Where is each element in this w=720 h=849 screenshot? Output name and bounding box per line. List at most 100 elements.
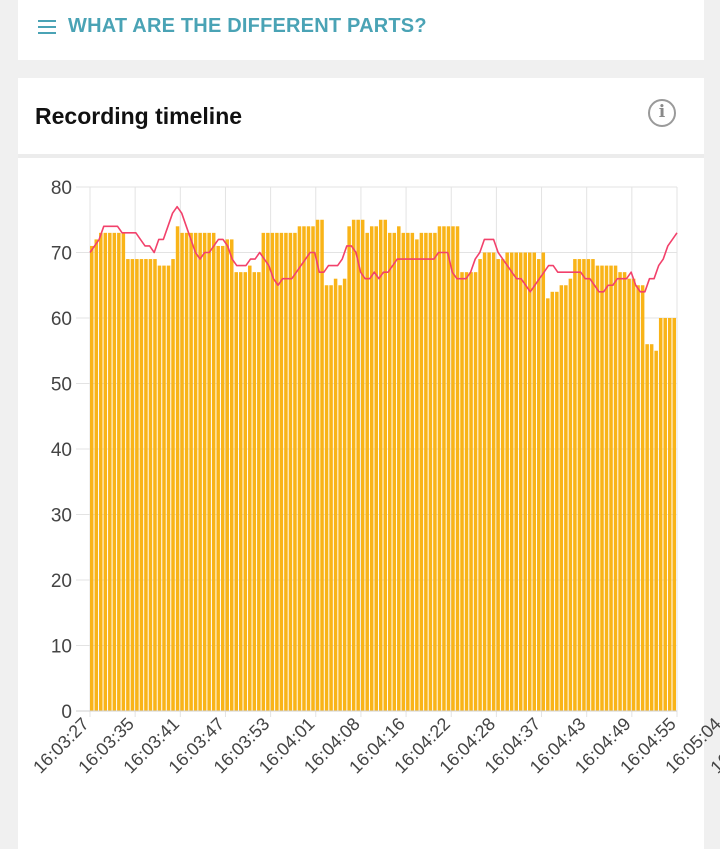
data-bar [527, 252, 532, 711]
data-bar [446, 226, 451, 712]
data-bar [216, 245, 220, 711]
data-bar [153, 259, 157, 711]
data-bar [424, 232, 428, 711]
data-bar [189, 232, 193, 711]
y-tick-label: 50 [51, 375, 72, 396]
data-bar [270, 232, 275, 711]
data-bar [117, 232, 121, 711]
data-bar [130, 259, 135, 711]
data-bar [121, 232, 126, 711]
data-bar [126, 259, 130, 711]
section-title[interactable]: WHAT ARE THE DIFFERENT PARTS? [68, 15, 427, 37]
data-bar [198, 232, 202, 711]
data-bar [505, 252, 509, 711]
data-bar [586, 259, 591, 711]
data-bar [329, 285, 333, 711]
section-header[interactable]: WHAT ARE THE DIFFERENT PARTS? [18, 0, 704, 60]
data-bar [410, 232, 415, 711]
data-bar [541, 252, 546, 711]
data-bar [103, 232, 108, 711]
data-bar [360, 219, 365, 711]
data-bar [275, 232, 279, 711]
data-bar [573, 259, 577, 711]
data-bar [320, 219, 324, 711]
data-bar [500, 259, 505, 711]
info-icon[interactable]: i [648, 99, 676, 127]
data-bar [175, 226, 180, 712]
data-bar [90, 245, 94, 711]
data-bar [455, 226, 460, 712]
data-bar [595, 265, 600, 711]
data-bar [654, 350, 658, 711]
timeline-card-header: Recording timeline i [18, 78, 704, 158]
data-bar [649, 344, 654, 711]
data-bar [302, 226, 306, 712]
data-bar [487, 252, 491, 711]
data-bar [672, 318, 676, 711]
data-bar [234, 272, 239, 711]
data-bar [464, 272, 469, 711]
y-tick-label: 80 [51, 178, 72, 199]
data-bar [555, 291, 559, 711]
hamburger-menu-icon[interactable] [38, 20, 56, 34]
timeline-title: Recording timeline [35, 103, 243, 129]
data-bar [338, 285, 342, 711]
data-bar [202, 232, 207, 711]
data-bar [243, 272, 248, 711]
data-bar [546, 298, 550, 711]
data-bar [374, 226, 378, 712]
data-bar [469, 272, 473, 711]
data-bar [559, 285, 564, 711]
data-bar [460, 272, 464, 711]
data-bar [248, 265, 252, 711]
data-bar [108, 232, 112, 711]
data-bar [284, 232, 288, 711]
data-bar [261, 232, 266, 711]
data-bar [473, 272, 478, 711]
data-bar [342, 278, 347, 711]
data-bar [148, 259, 153, 711]
data-bar [537, 259, 541, 711]
data-bar [645, 344, 649, 711]
data-bar [211, 232, 216, 711]
y-tick-label: 0 [61, 702, 72, 723]
data-bar [658, 318, 663, 711]
data-bar [135, 259, 139, 711]
data-bar [351, 219, 356, 711]
data-bar [442, 226, 446, 712]
data-bar [293, 232, 297, 711]
data-bar [419, 232, 424, 711]
data-bar [591, 259, 595, 711]
data-bar [415, 239, 419, 711]
data-bar [166, 265, 171, 711]
data-bar [252, 272, 257, 711]
data-bar [604, 265, 609, 711]
data-bar [383, 219, 388, 711]
data-bar [333, 278, 338, 711]
data-bar [514, 252, 518, 711]
data-bar [311, 226, 315, 712]
data-bar [388, 232, 392, 711]
data-bar [618, 272, 622, 711]
data-bar [162, 265, 166, 711]
data-bar [667, 318, 672, 711]
data-bar [193, 232, 198, 711]
data-bar [523, 252, 527, 711]
data-bar [220, 245, 225, 711]
data-bar [239, 272, 243, 711]
data-bar [428, 232, 433, 711]
data-bar [288, 232, 293, 711]
data-bar [433, 232, 437, 711]
data-bar [627, 278, 631, 711]
data-bar [257, 272, 261, 711]
data-bar [451, 226, 455, 712]
y-tick-label: 20 [51, 571, 72, 592]
data-bar [397, 226, 401, 712]
data-bar [369, 226, 374, 712]
data-bar [171, 259, 175, 711]
data-bar [356, 219, 360, 711]
data-bar [550, 291, 555, 711]
y-tick-label: 70 [51, 244, 72, 265]
data-bar [306, 226, 311, 712]
data-bar [406, 232, 410, 711]
